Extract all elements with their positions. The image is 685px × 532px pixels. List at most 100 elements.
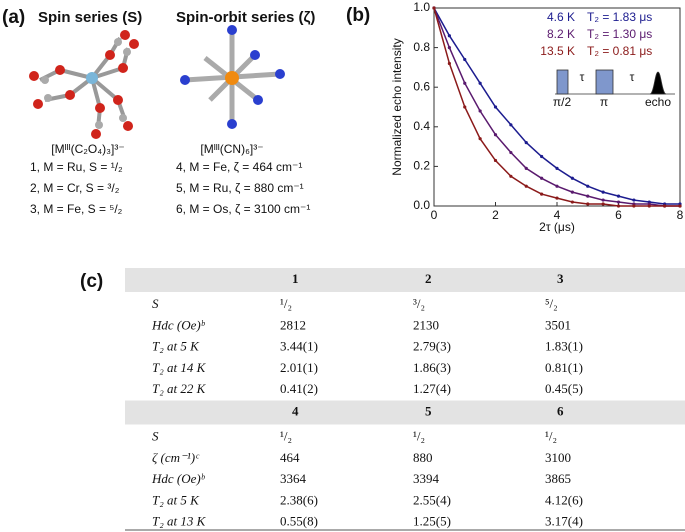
data-point: [663, 204, 667, 208]
data-point: [493, 105, 498, 109]
pulse-label: π/2: [553, 95, 572, 109]
complex-entry: 6, M = Os, ζ = 3100 cm⁻¹: [176, 202, 310, 216]
legend-label: 8.2 K: [547, 27, 575, 41]
row-label: T₂ at 22 K: [152, 381, 207, 396]
cell: ³/₂: [413, 296, 425, 311]
data-point: [478, 137, 482, 141]
data-point: [524, 166, 528, 170]
panel-label: (c): [80, 271, 103, 292]
cell: 2.38(6): [280, 492, 318, 507]
data-point: [509, 150, 513, 155]
cell: 2.01(1): [280, 360, 318, 375]
legend-t2: T₂ = 0.81 μs: [587, 44, 652, 58]
data-point: [540, 176, 544, 180]
data-point: [616, 194, 621, 198]
cell: 0.45(5): [545, 381, 583, 396]
series-title: Spin series (S): [38, 9, 142, 26]
row-label: S: [152, 428, 159, 443]
x-tick-label: 6: [615, 208, 622, 222]
data-point: [524, 184, 528, 188]
data-point: [616, 204, 621, 208]
data-point: [447, 34, 451, 38]
data-point: [601, 190, 605, 194]
data-point: [447, 46, 451, 50]
pulse-label: π: [600, 95, 608, 109]
data-point: [555, 166, 559, 170]
complex-entry: 3, M = Fe, S = ⁵/₂: [30, 202, 123, 216]
y-tick-label: 0.6: [413, 79, 430, 93]
cell: 3501: [545, 317, 571, 332]
cell: 1.86(3): [413, 360, 451, 375]
cell: 3394: [413, 471, 440, 486]
column-header: 1: [292, 271, 299, 286]
data-point: [586, 194, 590, 198]
cell: 3.44(1): [280, 339, 318, 354]
data-point: [570, 190, 574, 194]
column-header: 3: [557, 271, 564, 286]
y-tick-label: 0.2: [413, 159, 430, 173]
formula: [Mᴵᴵᴵ(CN)₆]³⁻: [200, 142, 263, 156]
cell: 1.83(1): [545, 339, 583, 354]
column-header: 2: [425, 271, 432, 286]
row-label: T₂ at 14 K: [152, 360, 207, 375]
column-header: 4: [292, 403, 299, 418]
data-point: [586, 202, 590, 206]
data-point: [447, 61, 451, 66]
row-label: Hdc (Oe)ᵇ: [151, 471, 206, 486]
column-header: 5: [425, 403, 432, 418]
cell: 1.25(5): [413, 514, 451, 529]
cell: ⁵/₂: [545, 296, 558, 311]
cell: ¹/₂: [413, 428, 425, 443]
data-point: [463, 57, 467, 62]
row-label: Hdc (Oe)ᵇ: [151, 317, 206, 332]
row-label: S: [152, 296, 159, 311]
panel-label: (a): [2, 7, 25, 28]
cell: 1.27(4): [413, 381, 451, 396]
row-label: T₂ at 5 K: [152, 492, 200, 507]
data-point: [647, 204, 651, 208]
cyanide-molecule: [180, 25, 285, 129]
cell: ¹/₂: [280, 296, 292, 311]
cell: 464: [280, 450, 300, 465]
pulse-label: τ: [630, 70, 635, 84]
data-point: [678, 204, 682, 208]
panel-label: (b): [346, 5, 370, 26]
data-point: [616, 200, 621, 204]
data-point: [493, 158, 498, 163]
header-band: [125, 268, 685, 292]
cell: 0.55(8): [280, 514, 318, 529]
cell: 2.55(4): [413, 492, 451, 507]
cell: 2130: [413, 317, 439, 332]
header-band: [125, 400, 685, 425]
data-point: [632, 204, 636, 208]
series-title: Spin-orbit series (ζ): [176, 9, 315, 26]
formula: [Mᴵᴵᴵ(C₂O₄)₃]³⁻: [51, 142, 124, 156]
data-point: [586, 184, 590, 188]
data-point: [493, 133, 498, 137]
cell: 4.12(6): [545, 492, 583, 507]
complex-entry: 5, M = Ru, ζ = 880 cm⁻¹: [176, 181, 304, 195]
cell: 2812: [280, 317, 306, 332]
y-tick-label: 1.0: [413, 0, 430, 14]
cell: 3100: [545, 450, 571, 465]
y-tick-label: 0.8: [413, 40, 430, 54]
cell: 2.79(3): [413, 339, 451, 354]
data-point: [478, 81, 482, 85]
legend-t2: T₂ = 1.30 μs: [587, 27, 652, 41]
row-label: T₂ at 13 K: [152, 514, 207, 529]
pulse-label: τ: [580, 70, 585, 84]
data-point: [463, 81, 467, 85]
data-point: [463, 105, 467, 109]
y-axis-label: Normalized echo intensity: [390, 38, 404, 175]
row-label: ζ (cm⁻¹)ᶜ: [152, 450, 200, 465]
x-tick-label: 2: [492, 208, 499, 222]
cell: 880: [413, 450, 433, 465]
pulse-label: echo: [645, 95, 671, 109]
data-point: [432, 6, 436, 10]
oxalate-molecule: [29, 30, 139, 139]
data-point: [632, 198, 636, 202]
cell: 0.41(2): [280, 381, 318, 396]
y-tick-label: 0.4: [413, 119, 430, 133]
x-tick-label: 0: [431, 208, 438, 222]
cell: ¹/₂: [280, 428, 292, 443]
